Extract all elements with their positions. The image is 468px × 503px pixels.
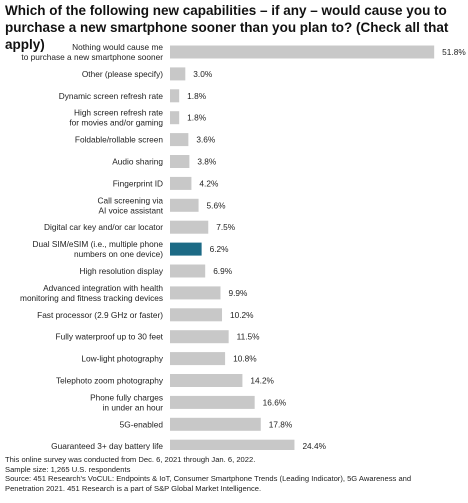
category-label: Telephoto zoom photography (56, 376, 164, 386)
footnote-line: Sample size: 1,265 U.S. respondents (5, 464, 131, 474)
value-label: 5.6% (207, 200, 227, 210)
value-label: 3.6% (196, 135, 216, 145)
value-label: 24.4% (302, 441, 326, 450)
value-label: 17.8% (269, 419, 293, 429)
bar (170, 439, 295, 450)
value-label: 14.2% (250, 376, 274, 386)
bar (170, 133, 189, 147)
category-label: Nothing would cause me to purchase a new … (21, 42, 163, 62)
bar (170, 352, 226, 366)
bar (170, 45, 435, 59)
category-label: Foldable/rollable screen (75, 135, 163, 145)
category-label: Dual SIM/eSIM (i.e., multiple phone numbe… (32, 239, 163, 259)
category-label: Digital car key and/or car locator (44, 222, 163, 232)
footnote: This online survey was conducted from De… (5, 455, 463, 493)
category-label: Call screening via AI voice assistant (98, 195, 164, 215)
bar (170, 67, 186, 81)
footnote-line: This online survey was conducted from De… (5, 455, 256, 464)
category-label: Guaranteed 3+ day battery life (51, 441, 163, 450)
footnote-line: Source: 451 Research's VoCUL: Endpoints … (5, 474, 412, 483)
bar (170, 242, 202, 256)
category-label: Audio sharing (112, 157, 163, 167)
value-label: 9.9% (228, 288, 248, 298)
value-label: 7.5% (216, 222, 236, 232)
bar (170, 155, 190, 168)
value-label: 3.0% (193, 69, 213, 79)
value-label: 1.8% (187, 113, 207, 123)
value-label: 3.8% (197, 157, 217, 167)
category-label: Advanced integration with health monitori… (20, 283, 163, 303)
value-label: 4.2% (199, 178, 219, 188)
bar (170, 395, 255, 409)
category-label: Other (please specify) (82, 69, 163, 79)
bar (170, 330, 229, 344)
footnote-line: Penetration 2021. 451 Research is a part… (5, 483, 262, 493)
category-label: Fully waterproof up to 30 feet (56, 332, 164, 342)
category-label: 5G-enabled (120, 419, 164, 429)
category-label: High screen refresh rate for movies and/o… (69, 108, 163, 128)
value-label: 1.8% (187, 91, 207, 101)
bar (170, 176, 192, 190)
value-label: 6.2% (210, 244, 230, 254)
bar (170, 308, 223, 322)
bar (170, 198, 199, 212)
value-label: 10.8% (233, 354, 257, 364)
bar (170, 89, 180, 103)
category-label: Phone fully charges in under an hour (90, 392, 163, 412)
bar-chart: 51.8% Nothing would cause me to purchase a… (20, 42, 466, 450)
value-label: 51.8% (442, 47, 466, 57)
value-label: 16.6% (263, 397, 287, 407)
category-label: Fingerprint ID (113, 178, 163, 188)
category-label: Low-light photography (81, 354, 163, 364)
value-label: 10.2% (230, 310, 254, 320)
category-label: High resolution display (80, 266, 164, 276)
category-label: Fast processor (2.9 GHz or faster) (37, 310, 163, 320)
value-label: 11.5% (237, 332, 261, 342)
bar (170, 374, 243, 387)
value-label: 6.9% (213, 266, 233, 276)
chart-title: Which of the following new capabilities … (5, 3, 449, 52)
bar (170, 220, 209, 234)
bar (170, 417, 261, 431)
bar (170, 111, 180, 125)
bar (170, 264, 206, 278)
category-label: Dynamic screen refresh rate (59, 91, 164, 101)
bar (170, 286, 221, 300)
